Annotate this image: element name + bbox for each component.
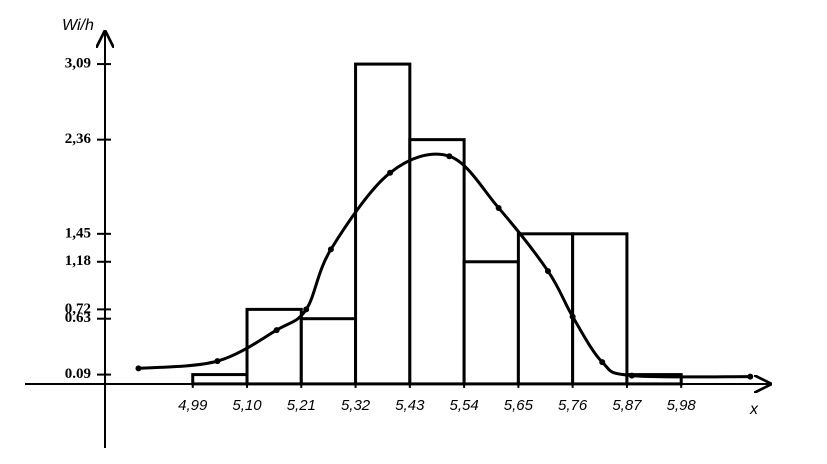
bar	[299, 317, 358, 386]
curve-point	[327, 246, 334, 253]
curve-point	[214, 358, 221, 365]
x-axis-label: x	[749, 401, 759, 418]
x-tick-label: 5,76	[558, 397, 588, 414]
curve-point	[135, 365, 142, 372]
curve-point	[544, 268, 551, 275]
curve-point	[569, 313, 576, 320]
x-tick-label: 5,10	[232, 397, 262, 414]
x-tick-label: 4,99	[178, 397, 208, 414]
curve-point	[495, 204, 502, 211]
bar	[191, 373, 249, 386]
x-tick-label: 5,54	[450, 397, 479, 414]
x-tick-label: 5,43	[395, 397, 425, 414]
y-axis-label: Wi/h	[62, 17, 94, 34]
x-tick-label: 5,32	[341, 397, 371, 414]
x-tick-label: 5,65	[504, 397, 534, 414]
x-tick-label: 5,21	[287, 397, 316, 414]
curve-point	[387, 169, 394, 176]
bar	[408, 138, 466, 386]
bar	[625, 373, 683, 386]
bar	[354, 62, 412, 386]
bar	[516, 232, 575, 386]
y-tick-label: 1,45	[65, 225, 91, 241]
curve-point	[446, 153, 453, 160]
y-tick-label: 0.63	[65, 310, 91, 326]
y-tick-label: 3,09	[65, 56, 91, 72]
y-tick-label: 2,36	[65, 131, 92, 147]
curve-point	[599, 359, 606, 366]
x-tick-label: 5,98	[667, 397, 697, 414]
curve-point	[747, 373, 754, 380]
curve-point	[273, 327, 280, 334]
y-tick-label: 0,72	[65, 301, 91, 317]
y-tick-label: 1,18	[65, 253, 91, 269]
curve-point	[303, 306, 310, 313]
x-tick-label: 5,87	[612, 397, 642, 414]
curve-point	[628, 372, 635, 379]
bar	[462, 260, 520, 386]
y-tick-label: 0.09	[65, 366, 91, 382]
